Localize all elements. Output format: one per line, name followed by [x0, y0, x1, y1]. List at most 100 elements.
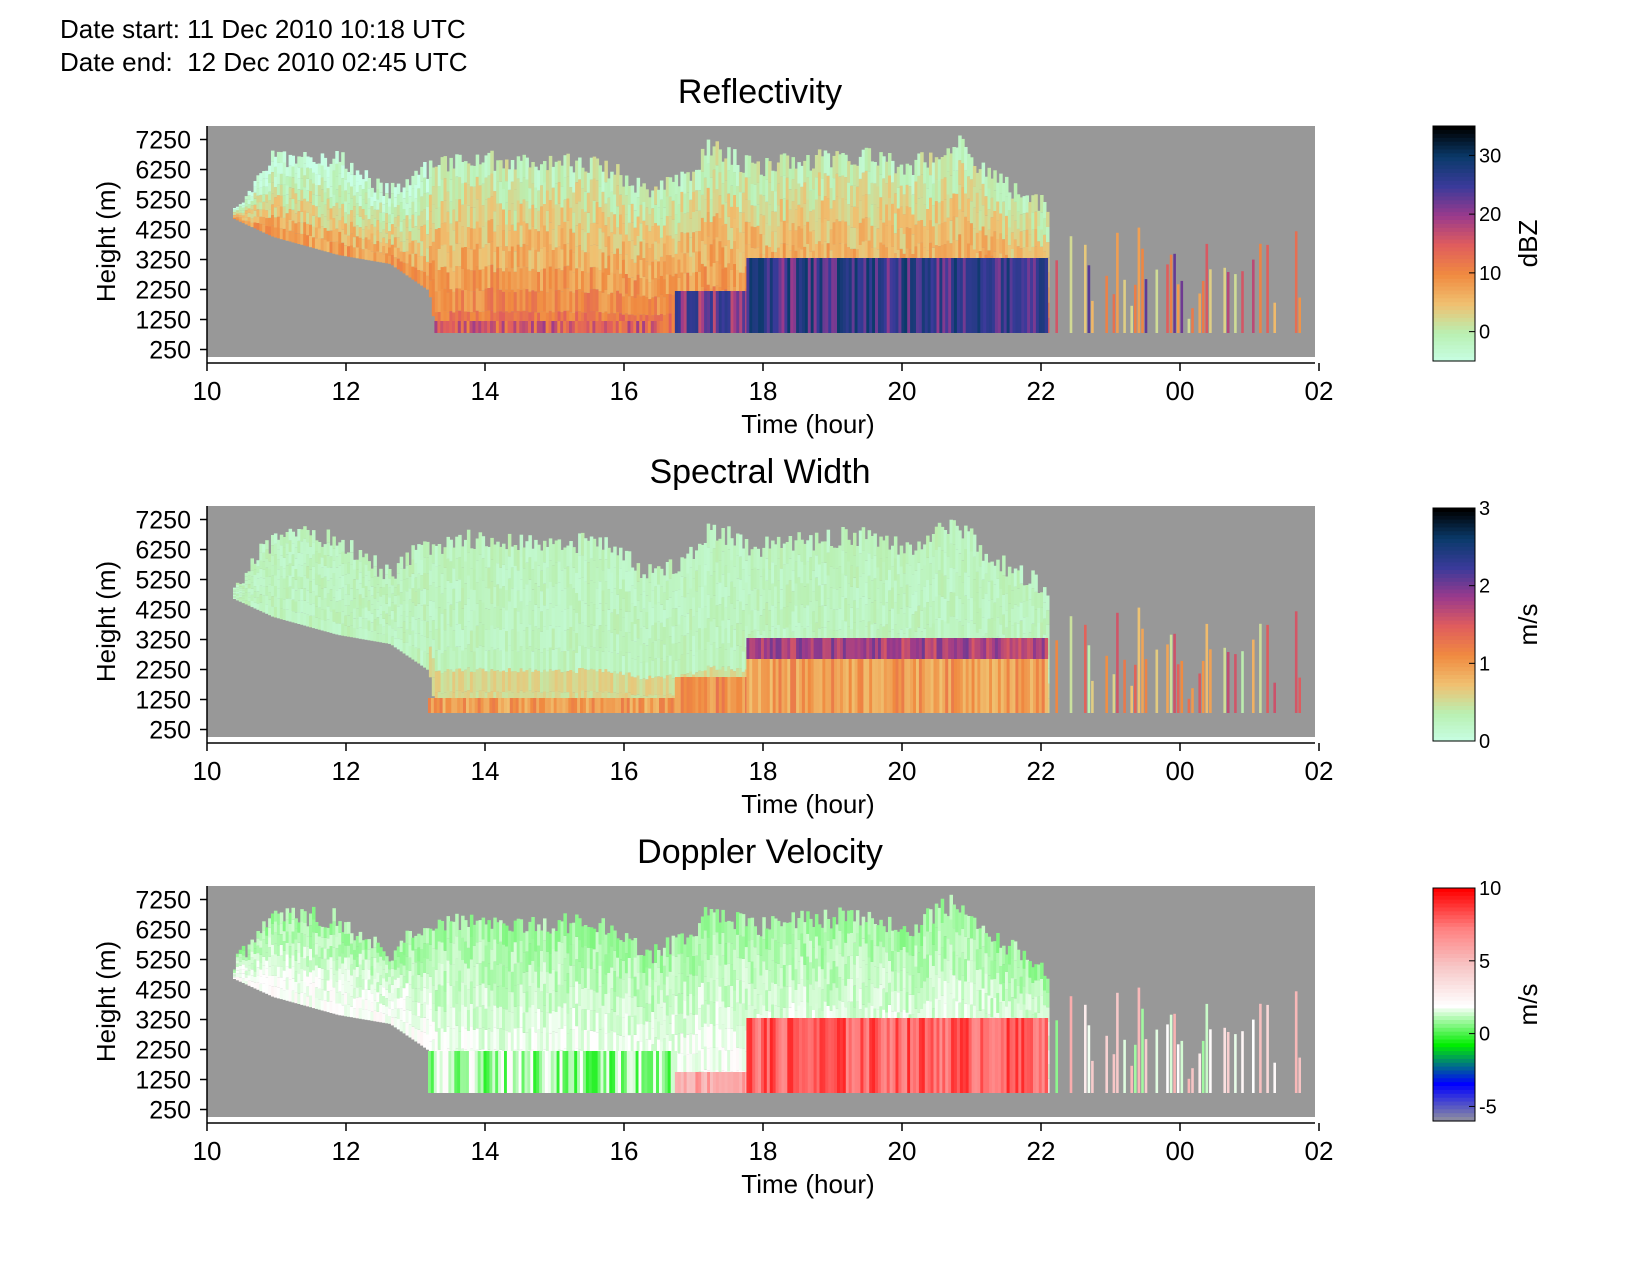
colorbar-cell — [1433, 180, 1475, 186]
data-cell — [756, 247, 760, 269]
colorbar-cell — [1433, 216, 1475, 221]
data-cell — [662, 575, 667, 593]
data-cell — [405, 179, 409, 192]
data-cell — [563, 199, 567, 222]
data-cell — [431, 260, 436, 279]
data-cell — [940, 223, 945, 245]
data-cell — [1134, 284, 1137, 333]
data-cell — [250, 594, 254, 601]
data-cell — [379, 252, 383, 263]
data-cell — [1005, 215, 1009, 236]
data-cell — [870, 602, 874, 625]
data-cell — [487, 546, 491, 568]
data-cell — [390, 234, 395, 245]
data-cell — [771, 583, 775, 606]
data-cell — [560, 291, 564, 313]
data-cell — [285, 598, 290, 610]
data-cell — [572, 588, 576, 610]
data-cell — [715, 583, 719, 606]
data-cell — [358, 594, 363, 606]
data-cell — [920, 549, 924, 570]
colorbar-cell — [1433, 157, 1475, 162]
data-cell — [382, 254, 386, 263]
data-cell — [671, 591, 676, 609]
data-cell — [545, 671, 550, 693]
data-cell — [265, 540, 269, 550]
data-cell — [601, 672, 605, 693]
data-cell — [610, 652, 614, 673]
data-cell — [291, 220, 295, 232]
data-cell — [727, 170, 731, 194]
data-cell — [341, 152, 345, 166]
data-cell — [793, 650, 797, 713]
data-cell — [674, 273, 679, 294]
data-cell — [320, 153, 325, 166]
data-cell — [647, 698, 651, 713]
data-cell — [537, 251, 541, 272]
data-cell — [901, 650, 905, 713]
data-cell — [627, 611, 632, 633]
data-cell — [519, 579, 524, 602]
data-cell — [455, 154, 459, 177]
data-cell — [613, 546, 617, 568]
data-cell — [259, 560, 263, 569]
data-cell — [747, 177, 752, 201]
data-cell — [361, 577, 366, 588]
data-cell — [367, 208, 371, 220]
data-cell — [516, 651, 521, 673]
data-cell — [288, 230, 293, 242]
data-cell — [616, 290, 620, 312]
data-cell — [320, 201, 325, 214]
data-cell — [978, 608, 983, 629]
data-cell — [253, 210, 257, 217]
data-cell — [253, 181, 257, 187]
data-cell — [592, 288, 597, 311]
data-cell — [601, 321, 605, 333]
data-cell — [741, 610, 746, 631]
data-cell — [268, 592, 272, 600]
data-cell — [879, 602, 883, 625]
data-cell — [262, 194, 266, 202]
data-cell — [867, 598, 872, 622]
data-cell — [718, 647, 722, 670]
data-cell — [648, 299, 652, 317]
data-cell — [515, 698, 520, 713]
data-cell — [513, 230, 518, 252]
data-cell — [747, 200, 752, 223]
data-cell — [1022, 617, 1027, 634]
data-cell — [642, 678, 646, 696]
data-cell — [583, 232, 588, 253]
data-cell — [390, 636, 395, 646]
data-cell — [233, 217, 237, 219]
data-cell — [984, 593, 988, 614]
data-cell — [431, 297, 436, 317]
data-cell — [557, 160, 562, 183]
data-cell — [519, 203, 524, 226]
colorbar-cell — [1433, 314, 1475, 319]
data-cell — [659, 256, 664, 276]
data-cell — [621, 278, 626, 297]
data-cell — [904, 258, 908, 333]
data-cell — [750, 205, 755, 227]
data-cell — [560, 249, 564, 271]
data-cell — [820, 605, 825, 628]
data-cell — [975, 571, 980, 593]
data-cell — [756, 548, 760, 570]
data-cell — [423, 636, 427, 652]
data-cell — [262, 217, 266, 225]
data-cell — [782, 243, 787, 266]
data-cell — [648, 657, 652, 676]
data-cell — [309, 569, 313, 582]
data-cell — [442, 698, 447, 713]
data-cell — [665, 294, 670, 314]
data-cell — [510, 629, 515, 651]
data-cell — [583, 252, 588, 273]
data-cell — [235, 216, 240, 219]
data-cell — [1016, 570, 1021, 589]
data-cell — [320, 578, 325, 589]
data-cell — [891, 566, 895, 588]
data-cell — [309, 179, 313, 191]
data-cell — [306, 614, 310, 627]
data-cell — [854, 650, 859, 713]
data-cell — [797, 204, 801, 227]
